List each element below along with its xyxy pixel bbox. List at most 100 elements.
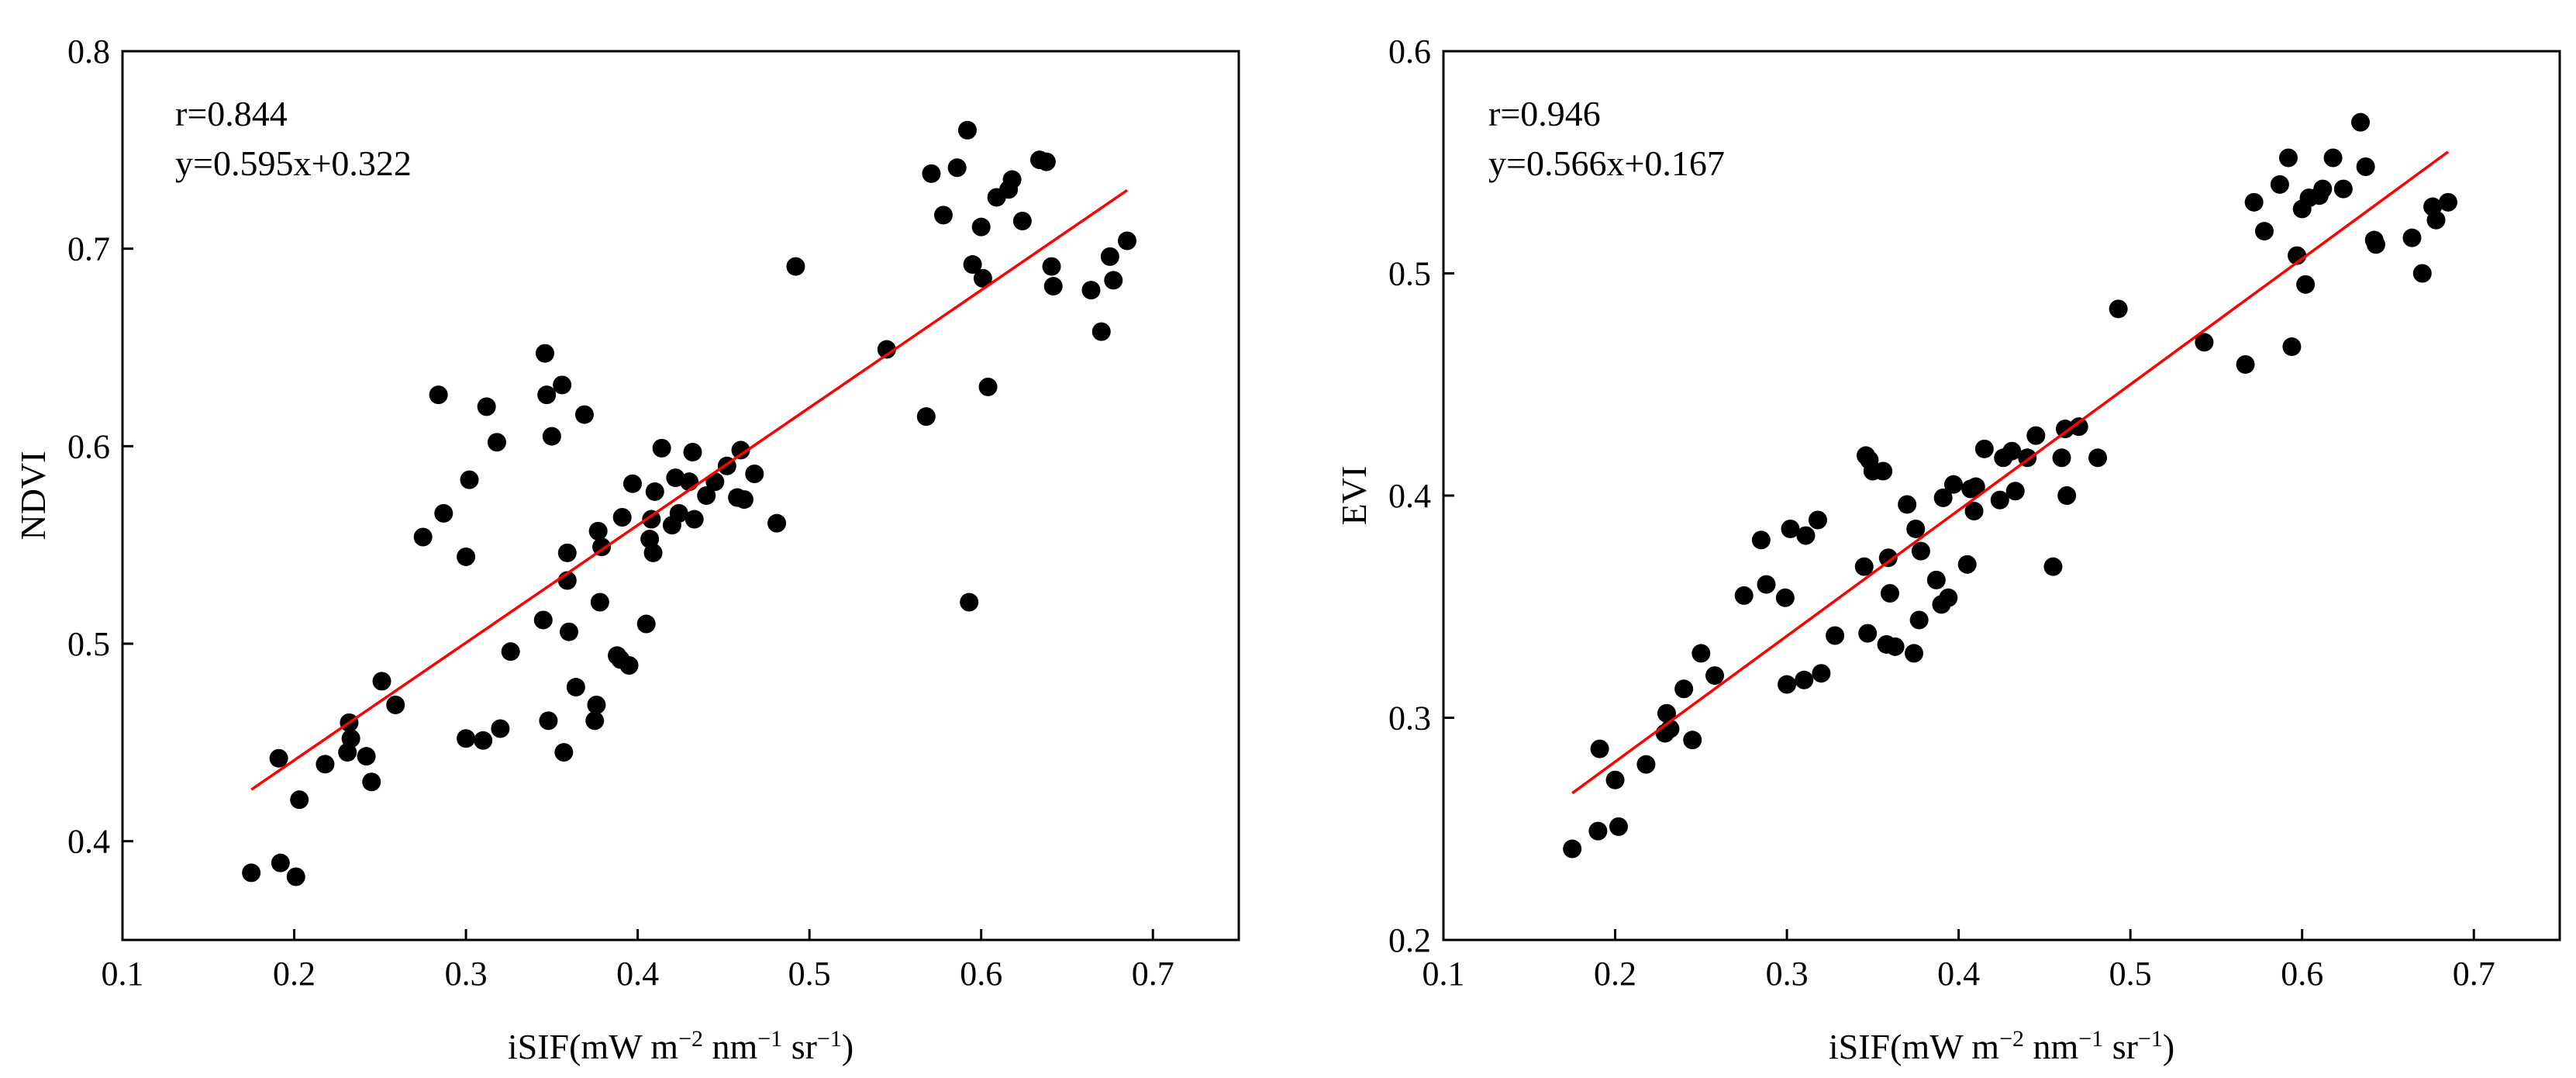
ndvi-data-point	[460, 470, 479, 489]
evi-x-label-part: iSIF(mW m	[1829, 1027, 1999, 1066]
evi-data-point	[2244, 192, 2264, 212]
evi-equation-annotation: y=0.566x+0.167	[1488, 143, 1725, 183]
evi-data-point	[1563, 839, 1582, 859]
evi-data-point	[1778, 675, 1797, 694]
evi-x-tick-label: 0.2	[1594, 955, 1636, 993]
evi-data-point	[1808, 510, 1827, 530]
evi-data-point	[2402, 228, 2422, 247]
ndvi-data-point	[745, 464, 764, 483]
evi-x-tick-label: 0.4	[1937, 955, 1980, 993]
ndvi-data-point	[286, 867, 305, 886]
evi-data-point	[2366, 235, 2385, 254]
ndvi-data-point	[269, 748, 288, 768]
evi-data-point	[2055, 420, 2074, 439]
ndvi-data-point	[971, 217, 991, 237]
ndvi-data-point	[487, 433, 506, 452]
evi-data-point	[2439, 192, 2457, 212]
evi-data-point	[1605, 770, 1625, 789]
evi-data-point	[1636, 755, 1656, 774]
ndvi-x-label-part: −2	[678, 1026, 703, 1052]
ndvi-data-point	[963, 255, 982, 275]
evi-data-point	[1964, 502, 1984, 521]
evi-points	[1563, 112, 2457, 859]
evi-data-point	[2043, 557, 2063, 576]
evi-data-point	[1905, 644, 1924, 663]
evi-data-point	[1588, 821, 1608, 841]
evi-data-point	[2005, 482, 2025, 501]
evi-data-point	[2426, 210, 2446, 230]
ndvi-ticks: 0.1 0.2 0.3 0.4 0.5 0.6 0.7 0.4 0.5 0.6 0.7 0.8	[67, 33, 1174, 993]
ndvi-data-point	[973, 268, 992, 288]
evi-x-tick-label: 0.5	[2109, 955, 2152, 993]
evi-fit-line-group	[1571, 150, 2450, 795]
ndvi-data-point	[491, 719, 510, 738]
evi-data-point	[1674, 679, 1694, 699]
ndvi-data-point	[947, 158, 967, 178]
evi-data-point	[1926, 570, 1946, 589]
evi-data-point	[2026, 426, 2046, 445]
ndvi-data-point	[316, 755, 335, 774]
ndvi-data-point	[1100, 247, 1119, 266]
evi-y-tick-label: 0.5	[1388, 255, 1431, 293]
evi-data-point	[2351, 112, 2371, 132]
evi-x-label-part: sr	[2103, 1027, 2138, 1066]
ndvi-data-point	[560, 622, 578, 641]
evi-ticks: 0.1 0.2 0.3 0.4 0.5 0.6 0.70.20.30.40.50.6	[1388, 33, 2495, 993]
evi-data-point	[2088, 448, 2108, 468]
evi-data-point	[2323, 148, 2343, 168]
evi-data-point	[1734, 586, 1754, 605]
evi-x-label-part: −1	[2138, 1026, 2163, 1052]
evi-x-tick-label: 0.3	[1766, 955, 1809, 993]
ndvi-data-point	[652, 438, 671, 458]
evi-data-point	[2270, 174, 2289, 194]
evi-data-point	[1874, 461, 1893, 481]
evi-data-point	[1939, 588, 1958, 607]
ndvi-points	[242, 120, 1136, 886]
evi-data-point	[1858, 624, 1878, 643]
ndvi-data-point	[242, 863, 261, 883]
evi-data-point	[2057, 486, 2077, 505]
evi-x-tick-label: 0.1	[1422, 955, 1465, 993]
ndvi-data-point	[501, 642, 520, 662]
evi-data-point	[1683, 731, 1702, 750]
ndvi-x-tick-label: 0.6	[960, 955, 1002, 993]
ndvi-data-point	[1002, 170, 1022, 189]
ndvi-y-axis-label: NDVI	[13, 451, 53, 541]
ndvi-data-point	[731, 441, 750, 460]
ndvi-data-point	[457, 729, 476, 748]
evi-data-point	[2236, 354, 2255, 374]
ndvi-data-point	[1118, 231, 1136, 250]
ndvi-data-point	[474, 731, 493, 750]
ndvi-data-point	[429, 385, 448, 405]
ndvi-data-point	[553, 375, 572, 395]
ndvi-data-point	[622, 474, 642, 493]
ndvi-data-point	[542, 427, 561, 446]
ndvi-data-point	[590, 593, 609, 612]
ndvi-data-point	[685, 510, 704, 529]
evi-x-tick-label: 0.7	[2453, 955, 2495, 993]
ndvi-data-point	[960, 593, 979, 612]
ndvi-data-point	[290, 790, 309, 810]
evi-data-point	[1775, 588, 1795, 607]
ndvi-x-label-part: −1	[817, 1026, 842, 1052]
evi-data-point	[1812, 664, 1831, 683]
ndvi-data-point	[734, 490, 753, 510]
evi-y-tick-label: 0.6	[1388, 33, 1431, 71]
ndvi-data-point	[1043, 277, 1063, 296]
evi-data-point	[2002, 441, 2022, 461]
ndvi-data-point	[680, 472, 699, 492]
ndvi-x-tick-label: 0.2	[273, 955, 316, 993]
ndvi-data-point	[636, 614, 656, 634]
ndvi-data-point	[619, 656, 639, 675]
evi-data-point	[1911, 541, 1930, 561]
evi-x-label-part: nm	[2024, 1027, 2079, 1066]
ndvi-fit-line-group	[250, 188, 1128, 791]
ndvi-data-point	[574, 405, 594, 424]
ndvi-data-point	[587, 695, 606, 714]
evi-y-axis-label: EVI	[1334, 466, 1374, 526]
evi-x-label-part: −1	[2078, 1026, 2103, 1052]
ndvi-y-tick-label: 0.5	[67, 625, 110, 663]
ndvi-r-annotation: r=0.844	[175, 94, 288, 133]
ndvi-y-tick-label: 0.6	[67, 427, 110, 465]
